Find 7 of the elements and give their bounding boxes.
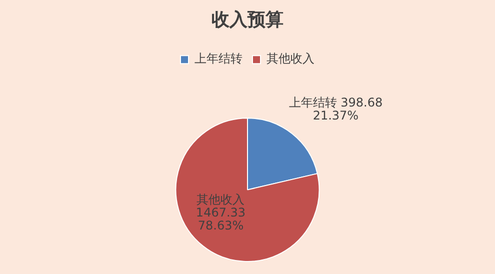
legend-label: 其他收入 xyxy=(266,52,314,66)
legend-label: 上年结转 xyxy=(194,52,242,66)
data-label: 1467.33 78.63% xyxy=(196,206,246,233)
chart-title: 收入预算 xyxy=(212,9,284,30)
text: 21.37% xyxy=(312,108,359,123)
slice-label: 其他收入 xyxy=(196,192,245,207)
category-label: 上年结转 398.68 xyxy=(288,96,383,110)
